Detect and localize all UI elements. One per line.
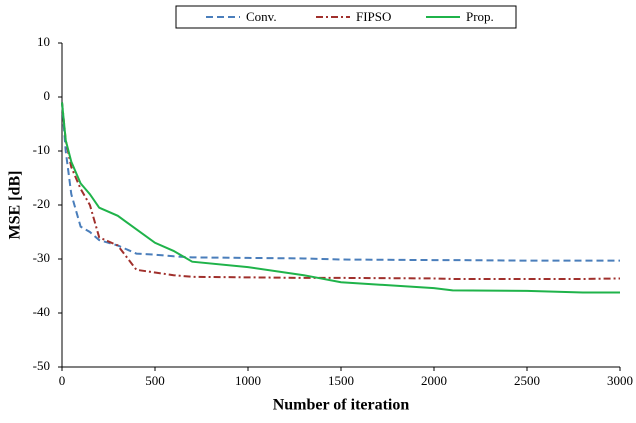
y-tick-label: -40 (33, 304, 50, 319)
x-tick-label: 0 (59, 373, 66, 388)
y-axis-title: MSE [dB] (7, 171, 24, 240)
x-axis-title: Number of iteration (273, 397, 410, 414)
series-line (61, 102, 621, 280)
y-tick-label: -30 (33, 250, 50, 265)
y-tick-label: 0 (44, 88, 51, 103)
x-tick-label: 500 (145, 373, 165, 388)
x-tick-label: 2500 (514, 373, 540, 388)
y-tick-label: -20 (33, 196, 50, 211)
y-tick-label: 10 (37, 34, 50, 49)
legend-label: FIPSO (356, 9, 391, 24)
legend-label: Prop. (466, 9, 494, 24)
legend-label: Conv. (246, 9, 277, 24)
x-tick-label: 1000 (235, 373, 261, 388)
series-line (61, 102, 620, 294)
x-tick-label: 3000 (607, 373, 633, 388)
x-tick-label: 1500 (328, 373, 354, 388)
series-line (61, 102, 620, 262)
y-tick-label: -50 (33, 358, 50, 373)
x-tick-label: 2000 (421, 373, 447, 388)
y-tick-label: -10 (33, 142, 50, 157)
